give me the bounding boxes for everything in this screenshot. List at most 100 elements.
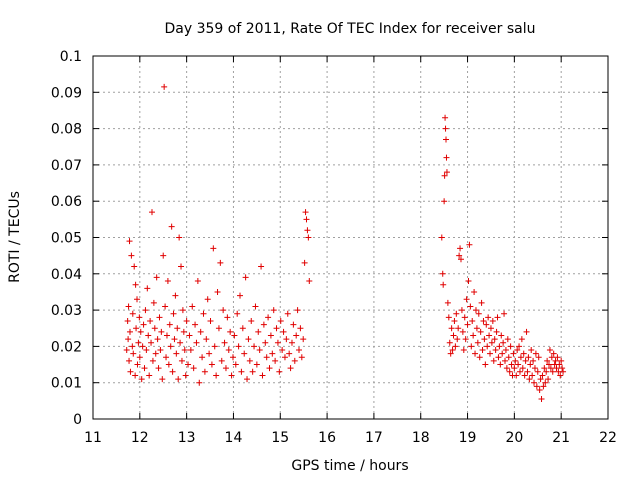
y-axis-label: ROTI / TECUs — [7, 191, 23, 283]
data-point — [449, 347, 456, 354]
data-point — [251, 343, 258, 350]
data-point — [218, 357, 225, 364]
data-point — [135, 339, 142, 346]
data-point — [290, 321, 297, 328]
data-point — [189, 303, 196, 310]
data-point — [533, 383, 540, 390]
y-tick-label: 0 — [73, 412, 82, 428]
data-point — [527, 361, 534, 368]
data-point — [132, 281, 139, 288]
data-point — [524, 368, 531, 375]
data-point — [441, 198, 448, 205]
data-point — [473, 325, 480, 332]
data-point — [519, 365, 526, 372]
data-point — [515, 361, 522, 368]
data-point — [517, 354, 524, 361]
data-point — [126, 357, 133, 364]
x-tick-label: 17 — [365, 430, 383, 446]
data-point — [158, 328, 165, 335]
data-point — [484, 343, 491, 350]
data-point — [508, 361, 515, 368]
x-tick-label: 21 — [552, 430, 570, 446]
data-point — [461, 314, 468, 321]
data-point — [238, 368, 245, 375]
data-point — [211, 343, 218, 350]
data-point — [127, 368, 134, 375]
data-point — [499, 350, 506, 357]
y-tick-label: 0.07 — [51, 158, 82, 174]
data-point — [503, 365, 510, 372]
data-point — [152, 350, 159, 357]
data-point — [217, 259, 224, 266]
data-point — [176, 234, 183, 241]
data-point — [179, 307, 186, 314]
y-tick-label: 0.01 — [51, 376, 82, 392]
data-point — [274, 339, 281, 346]
data-point — [479, 347, 486, 354]
x-tick-label: 16 — [318, 430, 336, 446]
data-point — [451, 317, 458, 324]
data-point — [550, 350, 557, 357]
data-point — [297, 325, 304, 332]
data-point — [197, 328, 204, 335]
y-tick-label: 0.05 — [51, 231, 82, 247]
data-point — [556, 361, 563, 368]
x-axis: 11 12 13 14 15 16 17 18 19 20 21 22 — [84, 56, 617, 446]
data-point — [178, 263, 185, 270]
data-point — [459, 328, 466, 335]
data-point — [249, 368, 256, 375]
data-point — [547, 365, 554, 372]
data-point — [187, 347, 194, 354]
data-point — [542, 379, 549, 386]
data-point — [227, 328, 234, 335]
data-point — [163, 354, 170, 361]
data-point — [546, 347, 553, 354]
data-point — [222, 365, 229, 372]
data-point — [225, 347, 232, 354]
x-tick-label: 20 — [505, 430, 523, 446]
x-tick-label: 19 — [459, 430, 477, 446]
data-point — [469, 317, 476, 324]
data-point — [291, 357, 298, 364]
data-point — [443, 154, 450, 161]
data-point — [293, 332, 300, 339]
data-point — [246, 357, 253, 364]
data-point — [259, 372, 266, 379]
data-point — [281, 354, 288, 361]
data-point — [208, 361, 215, 368]
data-point — [267, 332, 274, 339]
data-point — [186, 332, 193, 339]
data-point — [500, 339, 507, 346]
data-point — [279, 347, 286, 354]
data-point — [560, 368, 567, 375]
data-point — [496, 343, 503, 350]
data-point — [452, 343, 459, 350]
data-point — [487, 350, 494, 357]
data-point — [288, 339, 295, 346]
data-point — [298, 354, 305, 361]
data-point — [235, 343, 242, 350]
data-point — [525, 354, 532, 361]
data-point — [507, 343, 514, 350]
data-point — [454, 336, 461, 343]
data-point — [244, 376, 251, 383]
data-point — [481, 336, 488, 343]
x-axis-label: GPS time / hours — [291, 458, 408, 474]
data-point — [287, 365, 294, 372]
data-point — [178, 357, 185, 364]
data-point — [516, 368, 523, 375]
data-point — [552, 357, 559, 364]
data-point — [456, 252, 463, 259]
data-point — [444, 299, 451, 306]
y-tick-label: 0.02 — [51, 339, 82, 355]
data-point — [253, 361, 260, 368]
data-point — [505, 354, 512, 361]
data-point — [490, 357, 497, 364]
data-point — [513, 372, 520, 379]
data-point — [137, 328, 144, 335]
data-point — [140, 321, 147, 328]
data-point — [145, 332, 152, 339]
data-point — [163, 332, 170, 339]
data-point — [541, 365, 548, 372]
data-point — [443, 169, 450, 176]
